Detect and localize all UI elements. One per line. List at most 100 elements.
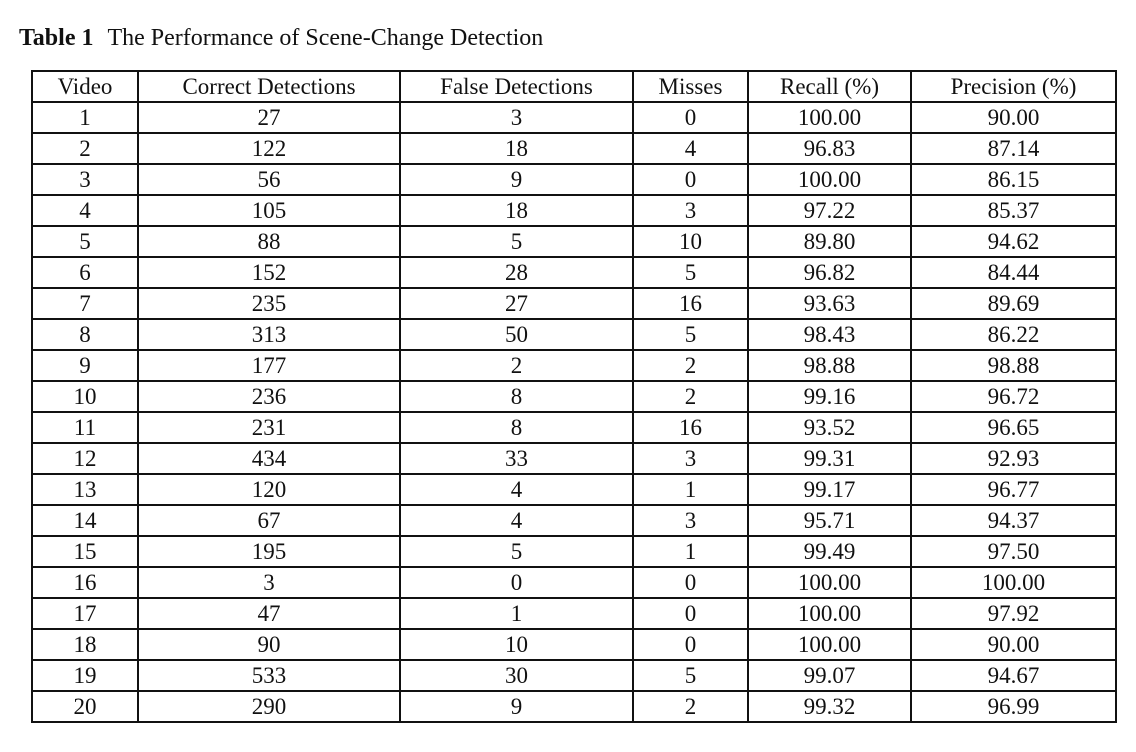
cell-misses: 5 <box>632 659 749 692</box>
cell-misses: 3 <box>632 194 749 227</box>
cell-correct-detections: 152 <box>137 256 401 289</box>
cell-precision: 90.00 <box>910 101 1117 134</box>
cell-misses: 0 <box>632 628 749 661</box>
cell-false-detections: 30 <box>399 659 634 692</box>
cell-video: 12 <box>31 442 139 475</box>
cell-false-detections: 18 <box>399 132 634 165</box>
cell-recall: 99.17 <box>747 473 912 506</box>
cell-recall: 100.00 <box>747 101 912 134</box>
cell-precision: 96.99 <box>910 690 1117 723</box>
cell-correct-detections: 177 <box>137 349 401 382</box>
cell-video: 16 <box>31 566 139 599</box>
cell-recall: 99.49 <box>747 535 912 568</box>
cell-recall: 100.00 <box>747 628 912 661</box>
cell-precision: 94.62 <box>910 225 1117 258</box>
cell-correct-detections: 120 <box>137 473 401 506</box>
cell-false-detections: 4 <box>399 504 634 537</box>
cell-video: 4 <box>31 194 139 227</box>
cell-video: 5 <box>31 225 139 258</box>
cell-misses: 5 <box>632 256 749 289</box>
cell-precision: 97.50 <box>910 535 1117 568</box>
table-row: 17 47 1 0 100.00 97.92 <box>31 597 1117 630</box>
cell-misses: 16 <box>632 287 749 320</box>
cell-video: 1 <box>31 101 139 134</box>
cell-precision: 86.15 <box>910 163 1117 196</box>
cell-video: 14 <box>31 504 139 537</box>
header-row: Video Correct Detections False Detection… <box>31 70 1117 103</box>
cell-false-detections: 3 <box>399 101 634 134</box>
table-row: 19 533 30 5 99.07 94.67 <box>31 659 1117 692</box>
cell-recall: 99.16 <box>747 380 912 413</box>
cell-correct-detections: 105 <box>137 194 401 227</box>
cell-correct-detections: 88 <box>137 225 401 258</box>
cell-recall: 99.07 <box>747 659 912 692</box>
cell-video: 13 <box>31 473 139 506</box>
cell-misses: 1 <box>632 473 749 506</box>
cell-misses: 3 <box>632 442 749 475</box>
table-row: 14 67 4 3 95.71 94.37 <box>31 504 1117 537</box>
cell-false-detections: 33 <box>399 442 634 475</box>
header-correct-detections: Correct Detections <box>137 70 401 103</box>
cell-precision: 96.77 <box>910 473 1117 506</box>
cell-precision: 94.37 <box>910 504 1117 537</box>
table-row: 6 152 28 5 96.82 84.44 <box>31 256 1117 289</box>
cell-correct-detections: 313 <box>137 318 401 351</box>
cell-video: 18 <box>31 628 139 661</box>
table-row: 18 90 10 0 100.00 90.00 <box>31 628 1117 661</box>
table-row: 7 235 27 16 93.63 89.69 <box>31 287 1117 320</box>
cell-false-detections: 8 <box>399 411 634 444</box>
cell-video: 10 <box>31 380 139 413</box>
cell-correct-detections: 195 <box>137 535 401 568</box>
cell-false-detections: 2 <box>399 349 634 382</box>
cell-correct-detections: 47 <box>137 597 401 630</box>
cell-recall: 96.83 <box>747 132 912 165</box>
cell-precision: 97.92 <box>910 597 1117 630</box>
cell-misses: 5 <box>632 318 749 351</box>
cell-precision: 86.22 <box>910 318 1117 351</box>
cell-video: 20 <box>31 690 139 723</box>
header-precision: Precision (%) <box>910 70 1117 103</box>
cell-correct-detections: 231 <box>137 411 401 444</box>
cell-precision: 87.14 <box>910 132 1117 165</box>
table-row: 1 27 3 0 100.00 90.00 <box>31 101 1117 134</box>
results-table: Video Correct Detections False Detection… <box>31 70 1117 723</box>
cell-false-detections: 9 <box>399 690 634 723</box>
table-row: 10 236 8 2 99.16 96.72 <box>31 380 1117 413</box>
cell-recall: 95.71 <box>747 504 912 537</box>
cell-misses: 4 <box>632 132 749 165</box>
table-body: 1 27 3 0 100.00 90.00 2 122 18 4 96.83 87.14 3 56 9 0 10… <box>31 101 1117 723</box>
cell-misses: 0 <box>632 597 749 630</box>
cell-video: 11 <box>31 411 139 444</box>
cell-precision: 85.37 <box>910 194 1117 227</box>
cell-precision: 92.93 <box>910 442 1117 475</box>
cell-video: 3 <box>31 163 139 196</box>
cell-false-detections: 28 <box>399 256 634 289</box>
cell-video: 15 <box>31 535 139 568</box>
cell-precision: 89.69 <box>910 287 1117 320</box>
cell-false-detections: 50 <box>399 318 634 351</box>
cell-precision: 96.65 <box>910 411 1117 444</box>
table-row: 13 120 4 1 99.17 96.77 <box>31 473 1117 506</box>
table-row: 3 56 9 0 100.00 86.15 <box>31 163 1117 196</box>
cell-precision: 96.72 <box>910 380 1117 413</box>
table-row: 16 3 0 0 100.00 100.00 <box>31 566 1117 599</box>
table-row: 15 195 5 1 99.49 97.50 <box>31 535 1117 568</box>
cell-recall: 99.32 <box>747 690 912 723</box>
table-row: 8 313 50 5 98.43 86.22 <box>31 318 1117 351</box>
cell-false-detections: 5 <box>399 535 634 568</box>
cell-correct-detections: 434 <box>137 442 401 475</box>
table-row: 12 434 33 3 99.31 92.93 <box>31 442 1117 475</box>
table-row: 9 177 2 2 98.88 98.88 <box>31 349 1117 382</box>
cell-video: 17 <box>31 597 139 630</box>
table-caption: Table 1 The Performance of Scene-Change D… <box>19 22 543 54</box>
cell-recall: 93.52 <box>747 411 912 444</box>
cell-recall: 98.88 <box>747 349 912 382</box>
header-false-detections: False Detections <box>399 70 634 103</box>
cell-correct-detections: 90 <box>137 628 401 661</box>
cell-correct-detections: 56 <box>137 163 401 196</box>
cell-recall: 93.63 <box>747 287 912 320</box>
cell-precision: 90.00 <box>910 628 1117 661</box>
cell-correct-detections: 27 <box>137 101 401 134</box>
cell-misses: 2 <box>632 690 749 723</box>
cell-video: 7 <box>31 287 139 320</box>
